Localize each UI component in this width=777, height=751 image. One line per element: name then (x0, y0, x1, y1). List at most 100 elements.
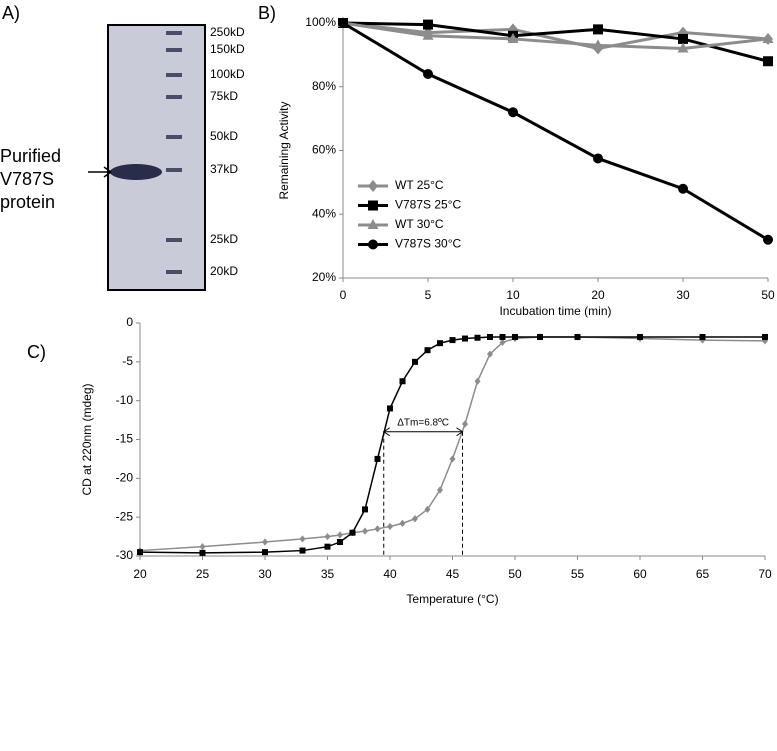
marker-label: 50kD (210, 129, 238, 143)
y-axis-label: Remaining Activity (277, 101, 291, 199)
point (499, 338, 506, 347)
point (678, 33, 688, 44)
point (499, 333, 506, 340)
point (423, 69, 433, 79)
point (762, 333, 768, 340)
panel-label: C) (27, 342, 46, 362)
point (437, 486, 443, 494)
point (324, 532, 331, 541)
marker-label: 100kD (210, 67, 245, 81)
point (262, 549, 268, 556)
point (374, 455, 381, 462)
legend-label: V787S 30°C (395, 237, 462, 251)
x-tick-label: 20 (591, 288, 605, 302)
x-tick-label: 30 (258, 567, 272, 581)
annotation-text: ΔTm=6.8ºC (397, 417, 449, 428)
point (474, 334, 481, 341)
point (362, 506, 368, 513)
point (412, 358, 418, 365)
series-line (342, 21, 769, 51)
series-line (342, 21, 769, 242)
y-tick-label: 40% (312, 206, 336, 220)
x-tick-label: 30 (676, 288, 690, 302)
x-tick-label: 20 (133, 567, 147, 581)
x-tick-label: 25 (196, 567, 210, 581)
series-line (342, 21, 769, 63)
y-tick-label: -30 (116, 548, 134, 562)
ladder-band (166, 135, 182, 139)
point (338, 18, 348, 28)
point (637, 333, 643, 340)
point (137, 549, 143, 556)
y-axis-label: CD at 220nm (mdeg) (80, 383, 94, 495)
ladder-band (166, 238, 182, 242)
point (449, 455, 456, 463)
point (424, 347, 431, 354)
legend-marker (368, 239, 378, 250)
arrow-head (382, 427, 464, 437)
y-tick-label: -10 (116, 393, 134, 407)
point (677, 42, 689, 53)
point (699, 333, 706, 340)
marker-label: 25kD (210, 232, 238, 246)
x-tick-label: 35 (321, 567, 335, 581)
arrow-head (103, 166, 113, 178)
x-axis-label: Incubation time (min) (499, 304, 611, 318)
ladder-band (166, 48, 182, 52)
point (762, 32, 774, 43)
point (593, 153, 603, 164)
x-axis-label: Temperature (°C) (406, 592, 498, 606)
y-tick-label: 0 (126, 315, 133, 329)
legend-marker (367, 219, 379, 229)
point (374, 525, 381, 533)
point (424, 505, 431, 513)
point (593, 24, 603, 35)
point (349, 529, 356, 536)
x-tick-label: 45 (446, 567, 460, 581)
y-tick-label: -15 (116, 432, 134, 446)
point (763, 234, 773, 245)
x-tick-label: 55 (571, 567, 585, 581)
point (412, 515, 418, 523)
point (678, 183, 688, 194)
x-tick-label: 5 (425, 288, 432, 302)
marker-label: 250kD (210, 25, 245, 39)
x-tick-label: 40 (383, 567, 397, 581)
point (574, 333, 581, 340)
point (422, 29, 434, 40)
x-tick-label: 50 (761, 288, 775, 302)
series-line (139, 336, 766, 552)
protein-band (110, 164, 162, 180)
legend-label: V787S 25°C (395, 198, 462, 212)
y-tick-label: -20 (116, 471, 134, 485)
ladder-band (166, 73, 182, 77)
point (199, 543, 206, 551)
band-label: protein (0, 192, 55, 212)
y-tick-label: -25 (116, 509, 134, 523)
legend-marker (368, 180, 378, 192)
point (474, 377, 481, 385)
marker-label: 75kD (210, 89, 238, 103)
x-tick-label: 70 (758, 567, 772, 581)
ladder-band (166, 31, 182, 35)
x-tick-label: 50 (508, 567, 522, 581)
x-tick-label: 65 (696, 567, 710, 581)
point (362, 527, 368, 535)
point (507, 32, 519, 43)
ladder-band (166, 168, 182, 172)
point (487, 350, 493, 358)
point (508, 107, 518, 118)
point (449, 337, 456, 344)
y-tick-label: -5 (122, 354, 133, 368)
y-tick-label: 80% (312, 79, 336, 93)
point (487, 333, 493, 340)
point (512, 333, 518, 340)
y-tick-label: 20% (312, 270, 336, 284)
point (387, 522, 393, 531)
point (324, 543, 331, 550)
point (262, 538, 268, 546)
point (399, 519, 406, 527)
point (299, 547, 306, 554)
marker-label: 37kD (210, 162, 238, 176)
